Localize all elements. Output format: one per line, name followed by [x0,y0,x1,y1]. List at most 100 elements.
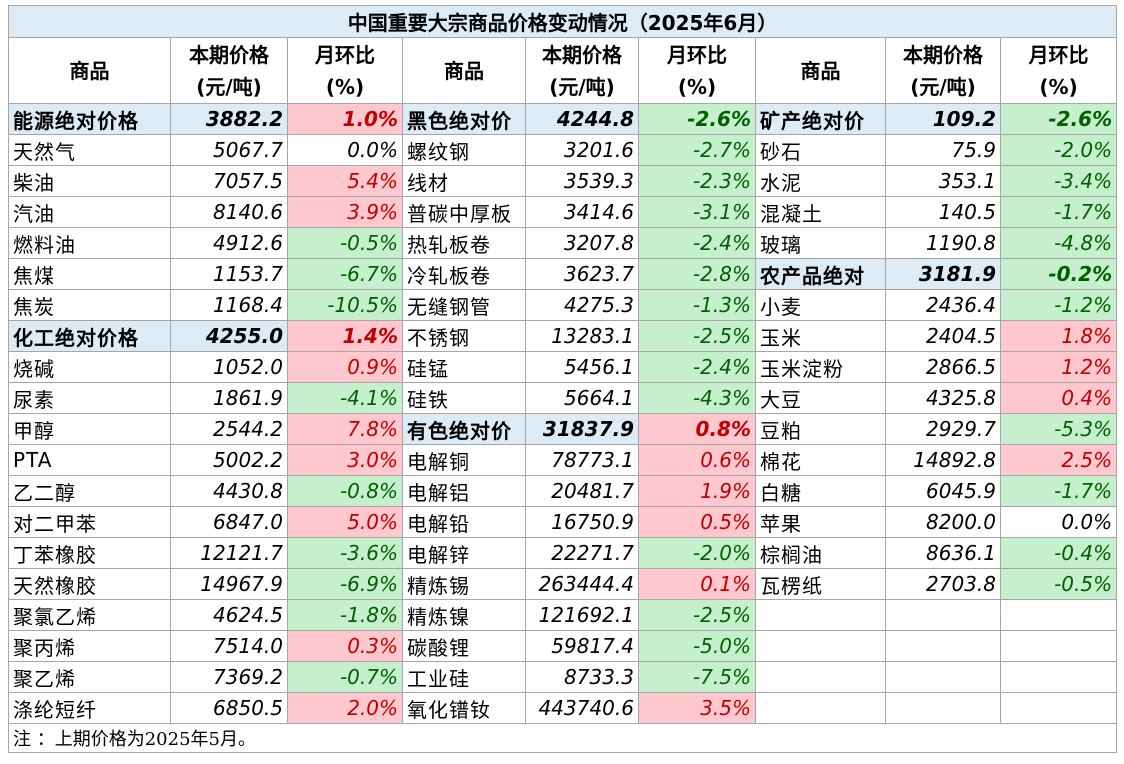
month-change: -0.4% [999,537,1118,569]
empty-cell [755,599,886,631]
commodity-name: 精炼镍 [402,599,526,631]
month-change: -2.0% [999,134,1118,166]
commodity-name: 玉米 [755,320,886,352]
price: 3181.9 [885,258,1001,290]
price: 1168.4 [170,289,288,321]
month-change: -2.4% [638,351,756,383]
price: 4430.8 [170,475,288,507]
month-change: 0.0% [287,134,403,166]
month-change: -4.1% [287,382,403,414]
price: 22271.7 [525,537,639,569]
commodity-name: 有色绝对价 [402,413,526,445]
commodity-name: 电解铝 [402,475,526,507]
data-row: 化工绝对价格 4255.0 1.4% 不锈钢 13283.1 -2.5% 玉米 2404.5 1… [8,320,1118,352]
price: 3207.8 [525,227,639,259]
price: 2544.2 [170,413,288,445]
commodity-name: 苹果 [755,506,886,538]
month-change: -6.7% [287,258,403,290]
data-row: 聚乙烯 7369.2 -0.7% 工业硅 8733.3 -7.5% [8,661,1118,693]
column-header: 本期价格 (元/吨) [885,37,1001,104]
price: 3623.7 [525,258,639,290]
price: 1861.9 [170,382,288,414]
empty-cell [885,599,1001,631]
data-row: 尿素 1861.9 -4.1% 硅铁 5664.1 -4.3% 大豆 4325.8 0.4% [8,382,1118,414]
month-change: -3.1% [638,196,756,228]
data-row: 天然橡胶 14967.9 -6.9% 精炼锡 263444.4 0.1% 瓦楞纸 2703.8… [8,568,1118,600]
commodity-name: 电解铅 [402,506,526,538]
note: 注 ：上期价格为2025年5月。 [7,723,1118,753]
commodity-name: 氧化镨钕 [402,692,526,724]
price: 31837.9 [525,413,639,445]
month-change: 2.0% [287,692,403,724]
header-row: 商品 本期价格 (元/吨) 月环比 (%) 商品 本期价格 (元/吨) 月环比 (%) 商品… [8,37,1118,104]
month-change: 3.0% [287,444,403,476]
price: 5002.2 [170,444,288,476]
price: 6850.5 [170,692,288,724]
month-change: 7.8% [287,413,403,445]
note-row: 注 ：上期价格为2025年5月。 [7,723,1118,753]
data-row: 焦炭 1168.4 -10.5% 无缝钢管 4275.3 -1.3% 小麦 2436.4 -1.… [8,289,1118,321]
price: 4624.5 [170,599,288,631]
price: 140.5 [885,196,1001,228]
month-change: -2.5% [638,599,756,631]
month-change: -1.8% [287,599,403,631]
commodity-name: 混凝土 [755,196,886,228]
month-change: -2.3% [638,165,756,197]
price: 4275.3 [525,289,639,321]
price: 2703.8 [885,568,1001,600]
commodity-name: PTA [8,444,171,476]
price: 3539.3 [525,165,639,197]
data-row: 对二甲苯 6847.0 5.0% 电解铅 16750.9 0.5% 苹果 8200.0 0.0% [8,506,1118,538]
commodity-name: 丁苯橡胶 [8,537,171,569]
commodity-name: 电解铜 [402,444,526,476]
price-table: 中国重要大宗商品价格变动情况（2025年6月） 商品 本期价格 (元/吨) 月环比 … [7,5,1118,753]
month-change: -0.8% [287,475,403,507]
commodity-name: 小麦 [755,289,886,321]
month-change: 0.5% [638,506,756,538]
column-header: 月环比 (%) [999,37,1118,104]
data-row: 天然气 5067.7 0.0% 螺纹钢 3201.6 -2.7% 砂石 75.9 -2.0% [8,134,1118,166]
month-change: 0.8% [638,413,756,445]
commodity-name: 天然气 [8,134,171,166]
commodity-name: 矿产绝对价 [755,103,886,135]
commodity-name: 聚乙烯 [8,661,171,693]
commodity-name: 白糖 [755,475,886,507]
price: 7057.5 [170,165,288,197]
commodity-name: 玻璃 [755,227,886,259]
price: 4255.0 [170,320,288,352]
column-header: 本期价格 (元/吨) [525,37,639,104]
month-change: 0.3% [287,630,403,662]
commodity-name: 甲醇 [8,413,171,445]
month-change: -2.8% [638,258,756,290]
month-change: -1.2% [999,289,1118,321]
commodity-name: 聚丙烯 [8,630,171,662]
commodity-name: 螺纹钢 [402,134,526,166]
column-header: 商品 [8,37,171,104]
price: 12121.7 [170,537,288,569]
month-change: -0.7% [287,661,403,693]
month-change: 1.2% [999,351,1118,383]
month-change: -1.7% [999,475,1118,507]
data-row: 燃料油 4912.6 -0.5% 热轧板卷 3207.8 -2.4% 玻璃 1190.8 -4.… [8,227,1118,259]
price: 5067.7 [170,134,288,166]
month-change: -3.4% [999,165,1118,197]
price: 78773.1 [525,444,639,476]
commodity-name: 碳酸锂 [402,630,526,662]
price: 16750.9 [525,506,639,538]
column-header: 月环比 (%) [638,37,756,104]
month-change: -0.5% [287,227,403,259]
month-change: -3.6% [287,537,403,569]
commodity-name: 聚氯乙烯 [8,599,171,631]
month-change: 0.0% [999,506,1118,538]
commodity-name: 大豆 [755,382,886,414]
month-change: 3.5% [638,692,756,724]
month-change: -2.0% [638,537,756,569]
column-header: 本期价格 (元/吨) [170,37,288,104]
commodity-name: 不锈钢 [402,320,526,352]
commodity-name: 工业硅 [402,661,526,693]
empty-cell [755,630,886,662]
commodity-name: 精炼锡 [402,568,526,600]
month-change: -10.5% [287,289,403,321]
month-change: -2.7% [638,134,756,166]
month-change: 5.0% [287,506,403,538]
